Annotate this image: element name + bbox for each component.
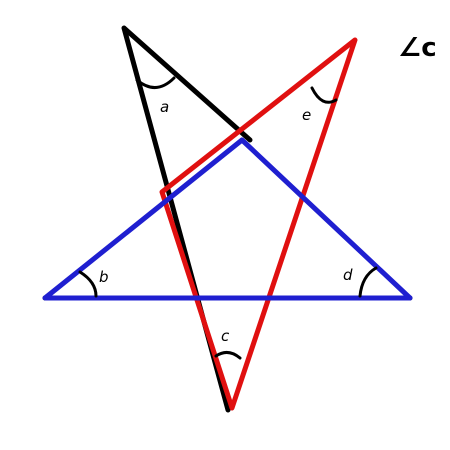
blue-path <box>42 137 413 301</box>
arc-a <box>135 76 176 89</box>
red-line-v <box>159 37 358 411</box>
angle-label-c: c <box>221 327 230 345</box>
arc-e <box>310 86 338 104</box>
angle-label-d: d <box>343 266 353 284</box>
arc-b <box>78 270 98 298</box>
arc-d <box>358 266 378 298</box>
red-path <box>159 37 358 411</box>
arc-c <box>214 351 242 360</box>
angle-label-a: a <box>160 98 169 116</box>
angle-label-e: e <box>302 106 311 124</box>
angle-arcs <box>78 76 378 360</box>
angle-label-b: b <box>99 268 109 286</box>
corner-angle-label: ∠c <box>398 33 437 63</box>
blue-triangle <box>42 137 413 301</box>
